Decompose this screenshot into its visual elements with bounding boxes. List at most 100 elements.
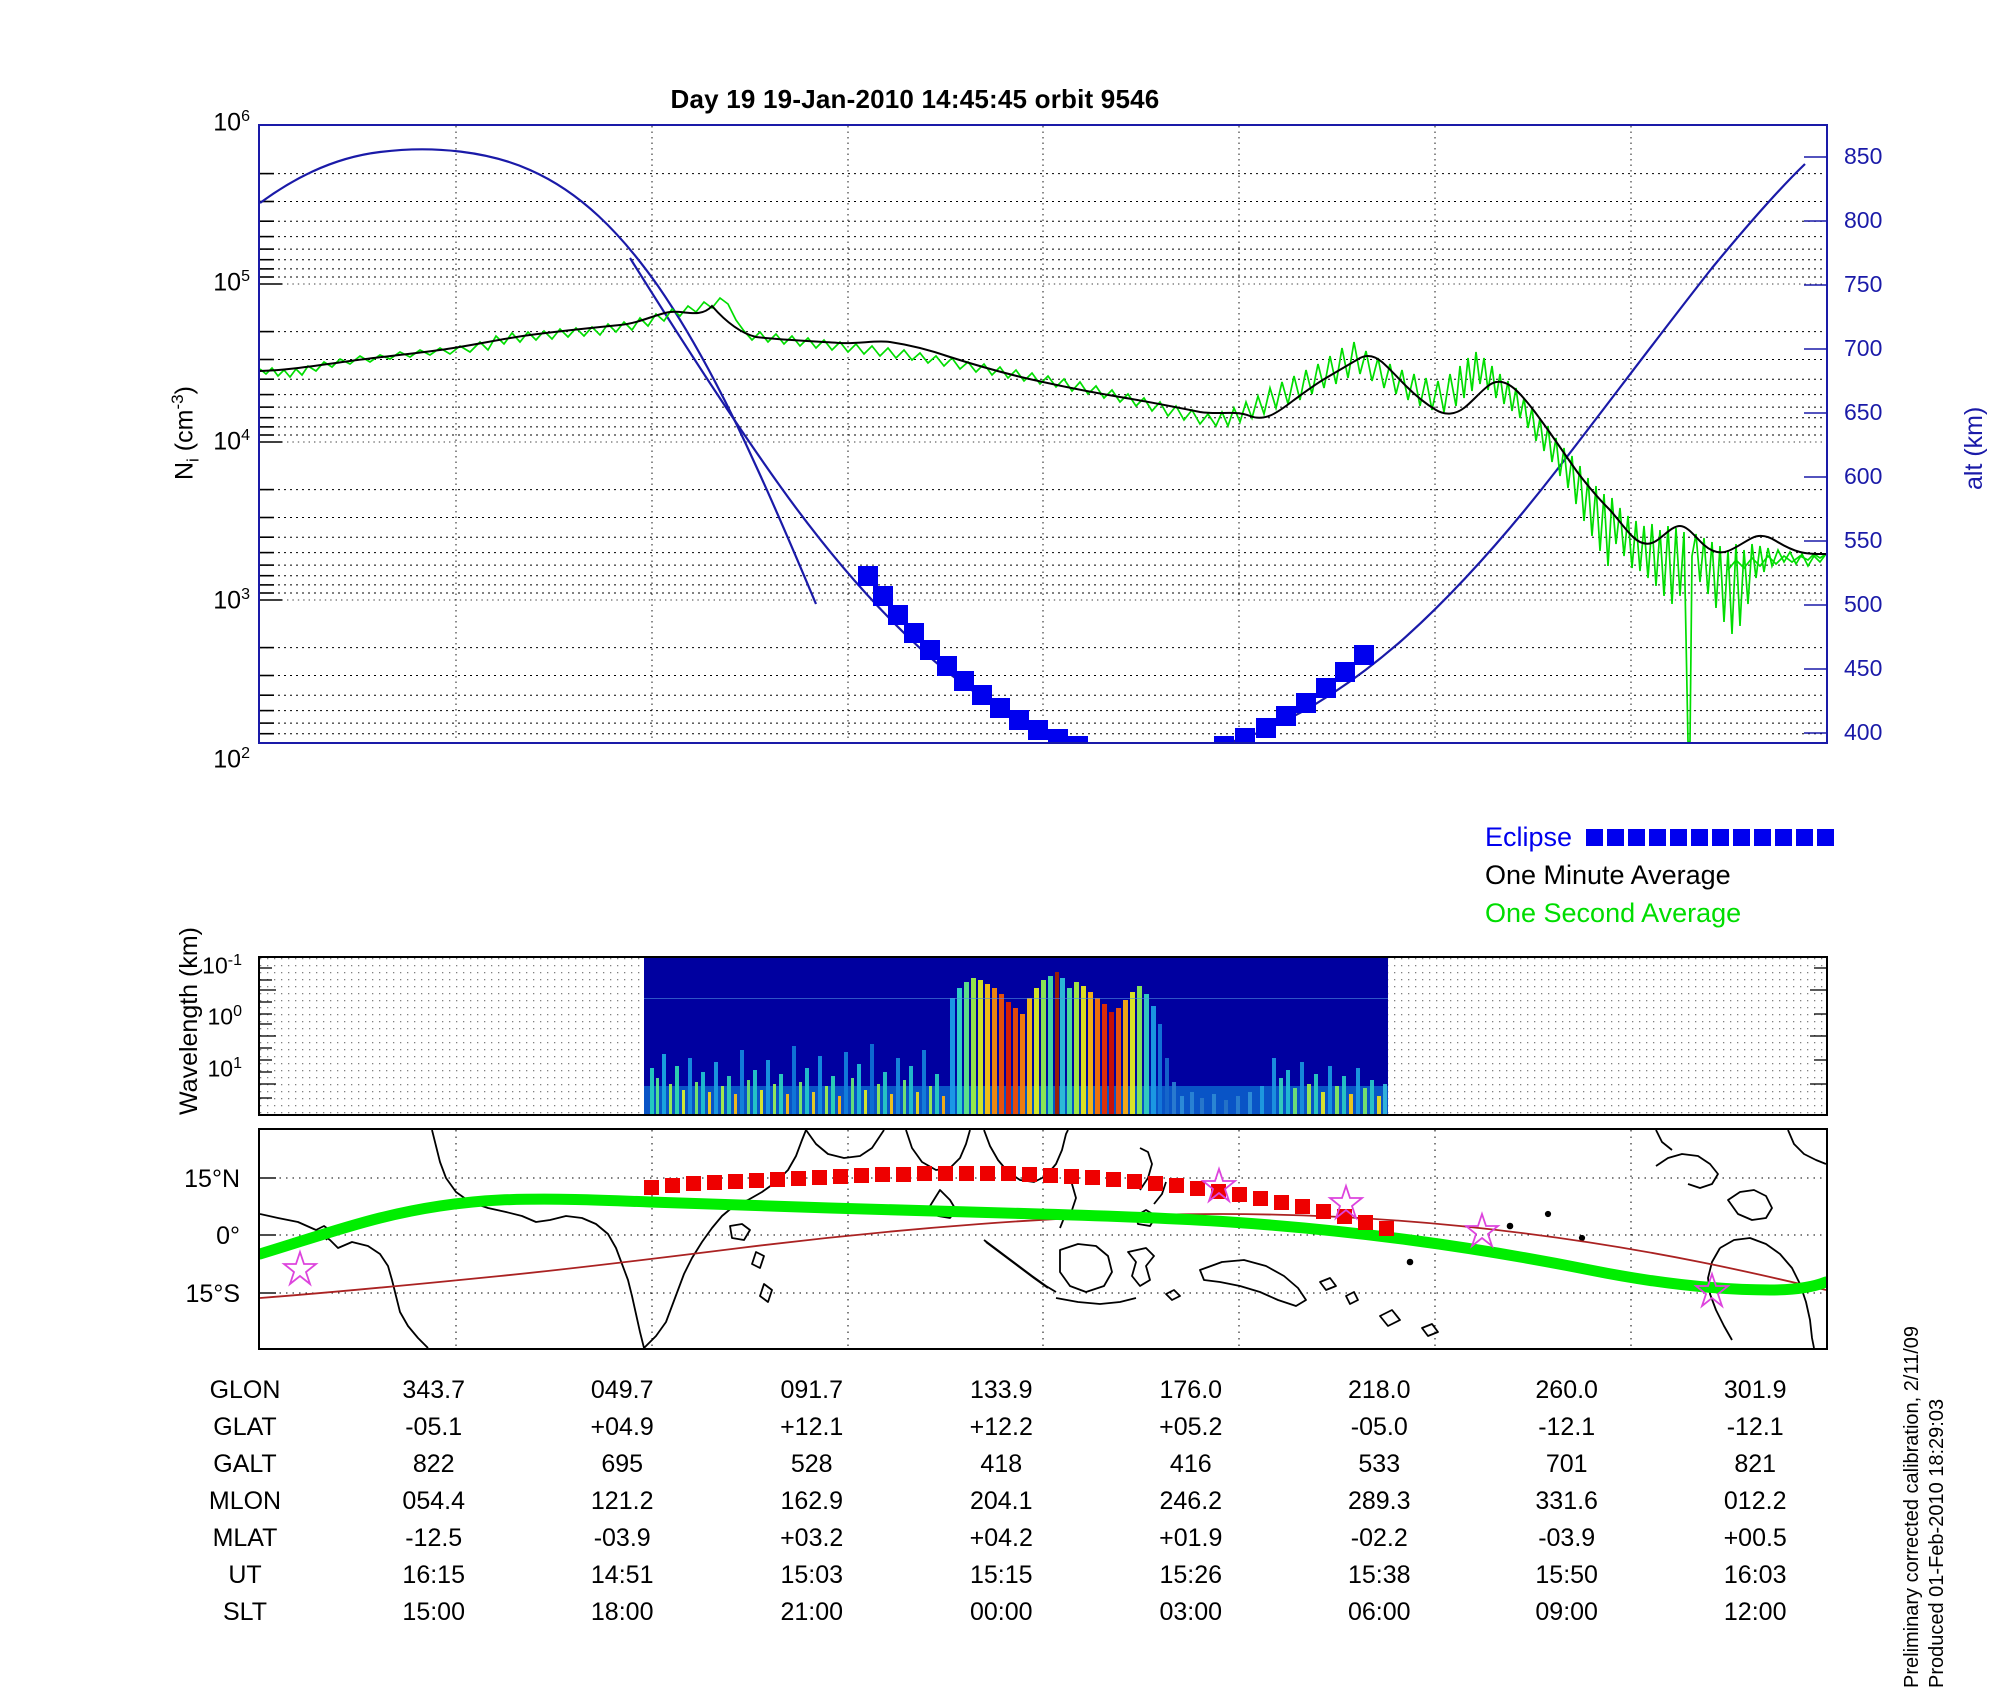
legend: Eclipse One Minute Average One Second Av…: [1485, 818, 1835, 932]
alt-tick-400: 400: [1844, 719, 1883, 745]
wavelength-tick-1em1: 10-1: [202, 952, 242, 979]
ni-tick-1e2: 102: [213, 745, 250, 774]
ground-track-map[interactable]: [258, 1128, 1828, 1350]
table-cell: -12.1: [1726, 1413, 1784, 1441]
table-cell: +03.2: [780, 1524, 844, 1552]
table-cell: 289.3: [1347, 1487, 1411, 1515]
credit-line-2: Produced 01-Feb-2010 18:29:03: [1926, 1398, 1948, 1688]
table-cell: -05.1: [405, 1413, 463, 1441]
wavelength-tick-1e1: 101: [207, 1055, 243, 1082]
page-title: Day 19 19-Jan-2010 14:45:45 orbit 9546: [670, 84, 1160, 114]
table-row: MLAT -12.5 -03.9 +03.2 +04.2 +01.9 -02.2 -03.9 +…: [150, 1520, 1850, 1557]
table-cell: 695: [601, 1450, 644, 1478]
alt-tick-450: 450: [1844, 655, 1883, 681]
table-cell: 416: [1169, 1450, 1212, 1478]
table-cell: -03.9: [1538, 1524, 1596, 1552]
legend-item-one-minute: One Minute Average: [1485, 856, 1825, 894]
alt-tick-600: 600: [1844, 463, 1883, 489]
table-cell: 15:15: [969, 1561, 1033, 1589]
table-cell: +12.2: [969, 1413, 1033, 1441]
table-row-label: MLON: [208, 1487, 282, 1515]
table-row-label: GLAT: [213, 1413, 277, 1441]
table-cell: 301.9: [1723, 1376, 1787, 1404]
table-row-label: GLON: [209, 1376, 281, 1404]
table-row: SLT 15:00 18:00 21:00 00:00 03:00 06:00 09:00 12…: [150, 1594, 1850, 1631]
table-cell: 012.2: [1723, 1487, 1787, 1515]
ni-altitude-plot[interactable]: [258, 124, 1828, 744]
map-lat-15s: 15°S: [185, 1280, 240, 1308]
table-cell: +05.2: [1159, 1413, 1223, 1441]
table-cell: 822: [412, 1450, 455, 1478]
alt-tick-500: 500: [1844, 591, 1883, 617]
table-row: GALT 822 695 528 418 416 533 701 821: [150, 1446, 1850, 1483]
legend-label-eclipse: Eclipse: [1485, 821, 1573, 852]
table-cell: 15:00: [402, 1598, 465, 1626]
table-cell: +00.5: [1723, 1524, 1787, 1552]
table-cell: 331.6: [1535, 1487, 1598, 1515]
grid-lines: [260, 126, 1826, 742]
table-cell: 00:00: [969, 1598, 1033, 1626]
table-cell: 049.7: [590, 1376, 654, 1404]
credit-line-1: Preliminary corrected calibration, 2/11/…: [1901, 1325, 1923, 1688]
table-cell: 162.9: [780, 1487, 843, 1515]
table-cell: 528: [790, 1450, 833, 1478]
table-cell: +01.9: [1159, 1524, 1223, 1552]
table-cell: 133.9: [969, 1376, 1033, 1404]
table-cell: -05.0: [1350, 1413, 1408, 1441]
table-cell: 06:00: [1347, 1598, 1411, 1626]
table-cell: 21:00: [780, 1598, 843, 1626]
table-cell: 533: [1358, 1450, 1401, 1478]
table-row-label: UT: [228, 1561, 262, 1589]
coastlines: [260, 1130, 1826, 1348]
legend-label-one-minute: One Minute Average: [1485, 859, 1731, 890]
altitude-curve-mid: [629, 163, 1806, 742]
alt-tick-800: 800: [1844, 207, 1883, 233]
table-cell: 15:38: [1347, 1561, 1411, 1589]
table-row: UT 16:15 14:51 15:03 15:15 15:26 15:38 15:50 16:…: [150, 1557, 1850, 1594]
ni-tick-1e5: 105: [213, 268, 250, 297]
table-row-label: SLT: [223, 1598, 267, 1626]
table-cell: 15:03: [780, 1561, 843, 1589]
wavelet-spectrogram[interactable]: [258, 956, 1828, 1116]
spectrogram-data: [644, 958, 1388, 1114]
table-cell: -12.1: [1538, 1413, 1596, 1441]
table-row: MLON 054.4 121.2 162.9 204.1 246.2 289.3 331.6 0…: [150, 1483, 1850, 1520]
table-row-label: GALT: [213, 1450, 277, 1478]
table-cell: 418: [980, 1450, 1023, 1478]
alt-tick-650: 650: [1844, 399, 1883, 425]
credit-text: Preliminary corrected calibration, 2/11/…: [1900, 1326, 1950, 1688]
alt-tick-750: 750: [1844, 271, 1883, 297]
one-minute-average-curve: [260, 304, 1826, 555]
table-cell: 054.4: [402, 1487, 465, 1515]
left-axis-ticks: [260, 172, 282, 735]
table-cell: +04.9: [590, 1413, 654, 1441]
table-cell: 09:00: [1535, 1598, 1598, 1626]
ni-tick-1e4: 104: [213, 427, 250, 456]
wavelength-tick-1e0: 100: [207, 1003, 243, 1030]
table-cell: 16:15: [402, 1561, 465, 1589]
table-cell: -02.2: [1350, 1524, 1408, 1552]
legend-item-one-second: One Second Average: [1485, 894, 1825, 932]
table-cell: 260.0: [1535, 1376, 1598, 1404]
table-cell: 218.0: [1347, 1376, 1411, 1404]
alt-axis-title: alt (km): [1960, 406, 1988, 490]
table-cell: 16:03: [1723, 1561, 1787, 1589]
altitude-curve-left: [260, 148, 818, 605]
table-cell: 18:00: [590, 1598, 654, 1626]
table-cell: 821: [1734, 1450, 1777, 1478]
ground-track-line: [260, 1193, 1826, 1296]
one-second-average-recovery: [1727, 552, 1826, 571]
table-cell: -03.9: [593, 1524, 651, 1552]
table-cell: +04.2: [969, 1524, 1033, 1552]
table-cell: -12.5: [405, 1524, 463, 1552]
eclipse-markers: [858, 566, 1374, 742]
table-cell: 091.7: [780, 1376, 843, 1404]
legend-item-eclipse: Eclipse: [1485, 818, 1835, 856]
table-cell: 176.0: [1159, 1376, 1223, 1404]
table-cell: 121.2: [590, 1487, 654, 1515]
eclipse-swatch-icon: [1586, 828, 1835, 846]
alt-tick-550: 550: [1844, 527, 1883, 553]
table-row: GLON 343.7 049.7 091.7 133.9 176.0 218.0 260.0 3…: [150, 1372, 1850, 1409]
orbit-parameter-table: GLON 343.7 049.7 091.7 133.9 176.0 218.0 260.0 3…: [150, 1372, 1850, 1631]
legend-label-one-second: One Second Average: [1485, 897, 1742, 928]
